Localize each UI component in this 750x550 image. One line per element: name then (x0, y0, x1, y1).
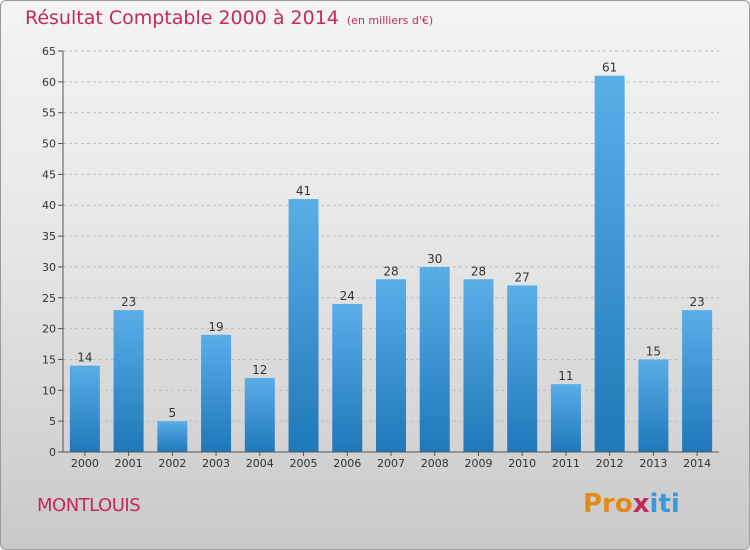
title-text: Résultat Comptable 2000 à 2014 (25, 7, 339, 29)
data-label: 41 (296, 184, 311, 198)
x-tick-label: 2001 (115, 457, 143, 470)
y-tick-label: 65 (42, 45, 56, 58)
data-label: 24 (340, 289, 355, 303)
data-label: 15 (646, 344, 661, 358)
y-tick-label: 15 (42, 353, 56, 366)
x-tick-label: 2009 (464, 457, 492, 470)
bar (201, 334, 232, 452)
data-label: 23 (689, 295, 704, 309)
commune-name: MONTLOUIS (37, 495, 141, 516)
proxiti-logo[interactable]: Proxiti (583, 489, 680, 519)
x-axis: 2000 2001 2002 2003 2004 2005 2006 2007 2008 2009… (63, 451, 719, 470)
bar (463, 279, 494, 452)
bar (594, 75, 625, 452)
bar (376, 279, 406, 452)
x-tick-label: 2012 (596, 457, 624, 470)
bar (419, 266, 450, 452)
x-tick-label: 2003 (202, 457, 230, 470)
y-tick-label: 45 (42, 168, 56, 181)
y-tick-label: 40 (42, 199, 56, 212)
y-tick-label: 55 (42, 107, 56, 120)
x-tick-label: 2005 (290, 457, 318, 470)
unit-label: (en milliers d'€) (346, 14, 434, 27)
data-label: 12 (252, 363, 267, 377)
y-tick-label: 50 (42, 138, 56, 151)
bar (550, 384, 581, 452)
y-tick-label: 60 (42, 76, 56, 89)
bar (682, 310, 713, 452)
chart-title: Résultat Comptable 2000 à 2014 (en millie… (25, 7, 433, 29)
x-tick-label: 2006 (333, 457, 361, 470)
y-tick-label: 0 (49, 446, 56, 459)
data-label: 23 (121, 295, 136, 309)
data-label: 5 (169, 406, 177, 420)
bars: 14 23 5 19 12 41 24 28 30 28 27 11 61 15 23 (69, 61, 713, 452)
bar (69, 365, 100, 452)
y-tick-label: 5 (49, 415, 56, 428)
x-tick-label: 2013 (639, 457, 667, 470)
logo-part: Pro (583, 489, 633, 519)
y-tick-label: 20 (42, 323, 56, 336)
y-tick-label: 10 (42, 384, 56, 397)
data-label: 19 (208, 320, 223, 334)
data-label: 27 (515, 270, 530, 284)
x-tick-label: 2008 (421, 457, 449, 470)
y-tick-label: 25 (42, 292, 56, 305)
data-label: 61 (602, 61, 617, 75)
y-tick-label: 30 (42, 261, 56, 274)
logo-part: iti (649, 489, 680, 519)
bar (638, 359, 669, 452)
bar (113, 310, 144, 452)
data-label: 28 (383, 264, 398, 278)
x-tick-label: 2002 (158, 457, 186, 470)
y-tick-label: 35 (42, 230, 56, 243)
x-tick-label: 2004 (246, 457, 274, 470)
y-axis: 0 5 10 15 20 25 30 35 40 45 50 55 60 65 (42, 45, 64, 459)
data-label: 28 (471, 264, 486, 278)
bar (157, 421, 188, 452)
bar (244, 377, 275, 452)
data-label: 14 (77, 351, 92, 365)
data-label: 30 (427, 252, 442, 266)
x-tick-label: 2007 (377, 457, 405, 470)
x-tick-label: 2010 (508, 457, 536, 470)
x-tick-label: 2014 (683, 457, 711, 470)
logo-part: x (632, 489, 650, 519)
data-label: 11 (558, 369, 573, 383)
bar (288, 199, 319, 452)
x-tick-label: 2000 (71, 457, 99, 470)
bar (332, 303, 363, 452)
x-tick-label: 2011 (552, 457, 580, 470)
bar (507, 285, 538, 452)
